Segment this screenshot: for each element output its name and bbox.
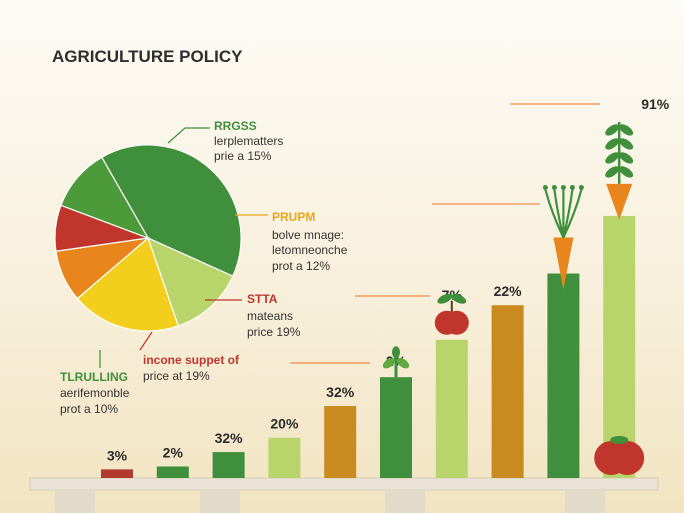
baseline-leg <box>385 490 425 513</box>
baseline-leg <box>565 490 605 513</box>
callout-leader-incone <box>139 331 153 351</box>
callout-heading: STTA <box>247 292 278 306</box>
bar-10 <box>603 215 636 479</box>
pie-slice-1 <box>100 144 242 277</box>
bar-value-label: 2% <box>163 444 184 460</box>
chart-baseline <box>29 477 659 513</box>
callout-line: lerplematters <box>214 134 283 148</box>
bar-1 <box>101 469 133 478</box>
bar-value-label: 3% <box>107 447 128 463</box>
pie-slice-3 <box>76 236 180 332</box>
callout-heading: PRUPM <box>272 210 315 224</box>
callout-line: prie a 15% <box>214 149 272 163</box>
callout-line: price at 19% <box>143 369 210 383</box>
callout-prupm: PRUPM bolve mnage: letomneonche prot a 1… <box>272 210 348 273</box>
bar-9 <box>547 273 580 478</box>
bars <box>101 215 636 479</box>
baseline-bar <box>29 477 659 491</box>
chart-title: AGRICULTURE POLICY <box>52 47 243 66</box>
baseline-leg <box>55 490 95 513</box>
callout-line: price 19% <box>247 325 301 339</box>
bar-value-labels: 3%2%32%20%32%2%7%22%91% <box>107 96 670 463</box>
callout-line: prot a 10% <box>60 402 118 416</box>
bar-4 <box>268 437 301 478</box>
callout-rrgss: RRGSS lerplematters prie a 15% <box>214 119 283 163</box>
bar-7 <box>435 339 468 478</box>
bar-value-label: 20% <box>270 416 299 432</box>
callout-line: letomneonche <box>272 243 348 257</box>
bar-5 <box>324 406 357 478</box>
callout-stta: STTA mateans price 19% <box>247 292 301 339</box>
sprout-icon <box>382 346 410 378</box>
callout-incone: incone suppet of price at 19% <box>143 353 240 383</box>
bar-3 <box>212 452 245 478</box>
bar-value-label: 32% <box>215 430 244 446</box>
callout-tlrulling: TLRULLING aerifemonble prot a 10% <box>60 370 130 416</box>
pie-slice-2 <box>146 236 234 327</box>
carrot-icon <box>542 185 584 290</box>
callout-heading: TLRULLING <box>60 370 128 384</box>
apple-icon <box>434 293 469 335</box>
callout-heading: incone suppet of <box>143 353 240 367</box>
bar-value-label: 32% <box>326 384 355 400</box>
callout-heading: RRGSS <box>214 119 257 133</box>
callout-leaders <box>99 103 600 368</box>
carrot-sprout-icon <box>594 121 645 475</box>
bar-2 <box>156 466 189 478</box>
callout-line: prot a 12% <box>272 259 330 273</box>
bar-value-label: 91% <box>641 96 670 112</box>
callout-line: aerifemonble <box>60 386 130 400</box>
bar-8 <box>491 305 524 478</box>
bar-6 <box>380 377 412 478</box>
pie-slice-6 <box>60 156 150 240</box>
callout-leader-rrgss <box>167 127 210 144</box>
callout-line: mateans <box>247 309 293 323</box>
bar-icons <box>382 121 645 475</box>
pie-chart <box>54 144 242 332</box>
bar-value-label: 22% <box>494 283 523 299</box>
callout-line: bolve mnage: <box>272 228 344 242</box>
baseline-leg <box>200 490 240 513</box>
